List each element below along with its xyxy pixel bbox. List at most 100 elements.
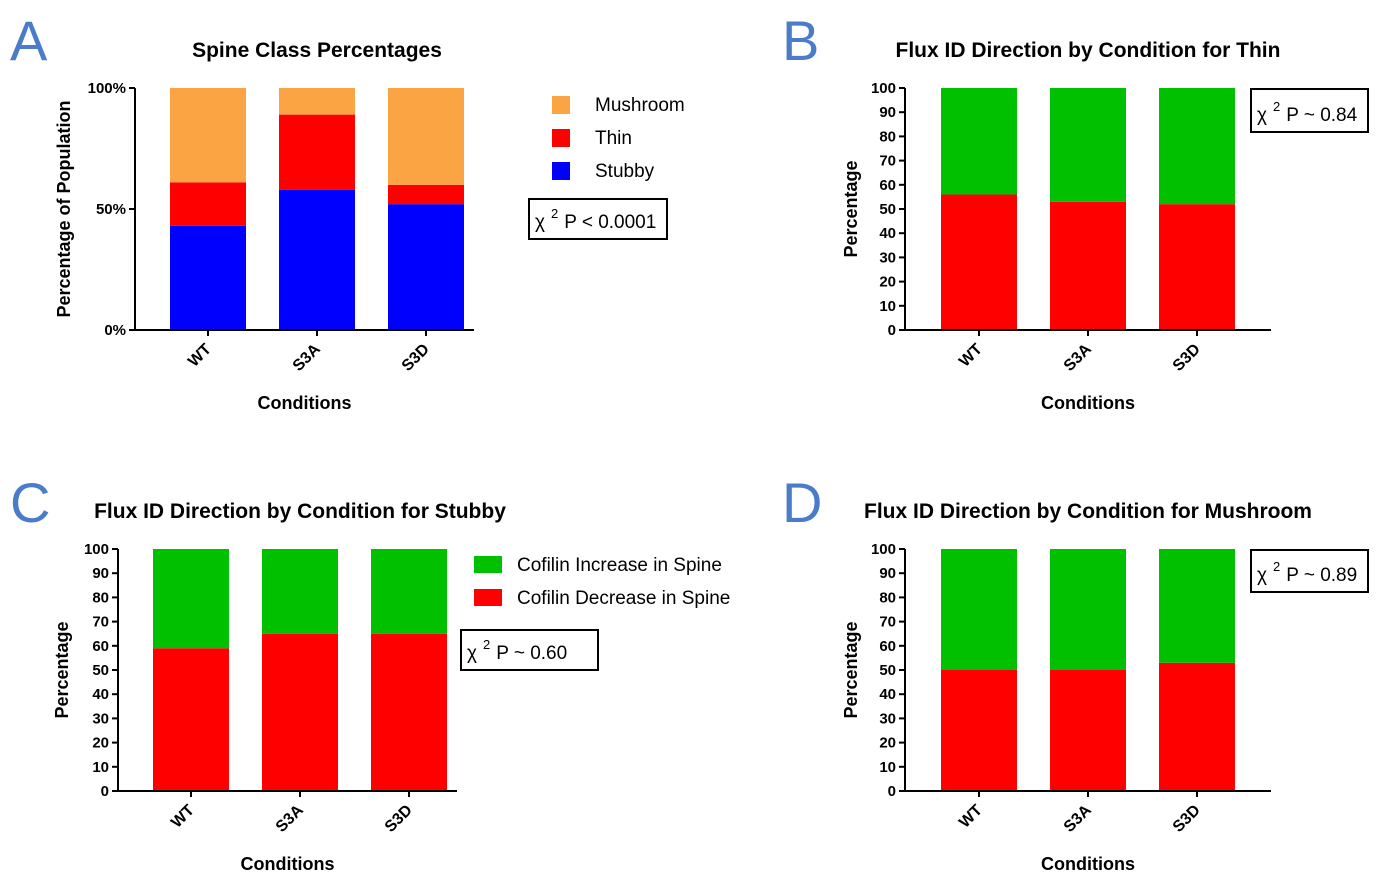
y-tick-label: 10: [92, 759, 109, 776]
bar-cofilin-increase-in-spine-wt: [153, 549, 229, 649]
panel-d: D Flux ID Direction by Condition for Mush…: [782, 471, 1369, 873]
y-tick-label: 50: [92, 662, 109, 679]
y-tick-label: 70: [879, 153, 896, 170]
y-tick-label: 50: [879, 201, 896, 218]
bar-cofilin-decrease-in-spine-s3d: [371, 633, 447, 791]
bar-cofilin-increase-in-spine-wt: [941, 549, 1017, 670]
x-axis-title: Conditions: [1041, 854, 1135, 873]
panel-c: C Flux ID Direction by Condition for Stub…: [10, 471, 730, 873]
panel-a: A Spine Class Percentages 0% 50% 100% WT S3A S3…: [10, 9, 685, 413]
bar-cofilin-increase-in-spine-s3d: [1159, 88, 1235, 205]
y-tick-label: 0: [888, 322, 896, 339]
chart-title: Spine Class Percentages: [192, 39, 442, 62]
y-tick-label: 100: [871, 541, 896, 558]
x-tick-label: WT: [168, 802, 198, 832]
y-tick-label: 0: [101, 783, 109, 800]
y-tick-label: 90: [879, 565, 896, 582]
x-axis-title: Conditions: [241, 854, 335, 873]
y-tick-label: 40: [879, 225, 896, 242]
y-tick-label: 30: [879, 710, 896, 727]
legend-swatch: [552, 129, 570, 147]
stat-box-frame: [1250, 88, 1369, 133]
legend-label: Cofilin Decrease in Spine: [517, 588, 730, 609]
bar-cofilin-decrease-in-spine-wt: [941, 670, 1017, 791]
y-tick-label: 20: [879, 274, 896, 291]
y-tick-label: 30: [879, 249, 896, 266]
bar-mushroom-s3d: [388, 88, 464, 185]
panel-letter: C: [10, 471, 50, 534]
legend: Cofilin Increase in Spine Cofilin Decreas…: [474, 555, 730, 609]
chart-title: Flux ID Direction by Condition for Mushr…: [864, 500, 1312, 523]
y-axis-title: Percentage: [841, 621, 861, 718]
bar-stubby-s3a: [279, 189, 355, 330]
y-axis-title: Percentage: [52, 621, 72, 718]
x-tick-label: S3A: [273, 801, 307, 835]
chart-title: Flux ID Direction by Condition for Stubb…: [94, 500, 506, 523]
bar-cofilin-decrease-in-spine-s3d: [1159, 204, 1235, 330]
y-tick-label: 100%: [88, 80, 126, 97]
x-axis-title: Conditions: [258, 393, 352, 413]
y-tick-label: 100: [871, 80, 896, 97]
panel-letter: D: [782, 471, 822, 534]
x-tick-label: WT: [956, 341, 986, 371]
x-axis-title: Conditions: [1041, 393, 1135, 413]
bar-cofilin-decrease-in-spine-wt: [941, 194, 1017, 330]
bar-mushroom-wt: [170, 88, 246, 183]
y-tick-label: 40: [92, 686, 109, 703]
y-axis-title: Percentage of Population: [54, 100, 74, 317]
bar-stubby-wt: [170, 225, 246, 330]
bar-cofilin-decrease-in-spine-wt: [153, 648, 229, 791]
chart-title: Flux ID Direction by Condition for Thin: [896, 39, 1281, 62]
bar-cofilin-decrease-in-spine-s3a: [262, 633, 338, 791]
bar-stubby-s3d: [388, 204, 464, 330]
y-tick-label: 70: [879, 614, 896, 631]
y-tick-label: 100: [84, 541, 109, 558]
stat-box-frame: [528, 198, 668, 240]
legend-swatch: [552, 96, 570, 114]
y-tick-label: 60: [879, 638, 896, 655]
x-tick-label: S3D: [382, 802, 416, 836]
legend: Mushroom Thin Stubby: [552, 95, 685, 182]
bar-cofilin-increase-in-spine-wt: [941, 88, 1017, 195]
stat-box-frame: [460, 629, 599, 671]
panel-b: B Flux ID Direction by Condition for Thin…: [782, 9, 1369, 413]
y-tick-label: 80: [92, 589, 109, 606]
y-tick-label: 20: [92, 735, 109, 752]
y-tick-label: 0%: [104, 322, 126, 339]
bar-cofilin-increase-in-spine-s3a: [1050, 549, 1126, 670]
legend-swatch: [474, 556, 502, 573]
x-tick-label: S3A: [290, 340, 324, 374]
y-tick-label: 80: [879, 589, 896, 606]
bar-cofilin-decrease-in-spine-s3a: [1050, 670, 1126, 791]
bar-mushroom-s3a: [279, 88, 355, 115]
x-tick-label: S3A: [1061, 340, 1095, 374]
legend-label: Stubby: [595, 161, 655, 182]
panel-letter: B: [782, 9, 819, 72]
legend-label: Cofilin Increase in Spine: [517, 555, 722, 576]
y-tick-label: 50: [879, 662, 896, 679]
bar-cofilin-increase-in-spine-s3a: [262, 549, 338, 634]
x-tick-label: S3D: [1170, 341, 1204, 375]
x-tick-label: S3D: [399, 341, 433, 375]
y-tick-label: 10: [879, 298, 896, 315]
y-tick-label: 40: [879, 686, 896, 703]
legend-label: Mushroom: [595, 95, 685, 116]
y-tick-label: 0: [888, 783, 896, 800]
bar-cofilin-decrease-in-spine-s3a: [1050, 201, 1126, 330]
bar-thin-s3a: [279, 114, 355, 190]
bar-cofilin-increase-in-spine-s3a: [1050, 88, 1126, 202]
y-tick-label: 80: [879, 128, 896, 145]
y-tick-label: 70: [92, 614, 109, 631]
bar-thin-wt: [170, 182, 246, 226]
bar-cofilin-increase-in-spine-s3d: [371, 549, 447, 634]
y-tick-label: 90: [879, 104, 896, 121]
y-tick-label: 20: [879, 735, 896, 752]
bar-cofilin-increase-in-spine-s3d: [1159, 549, 1235, 663]
